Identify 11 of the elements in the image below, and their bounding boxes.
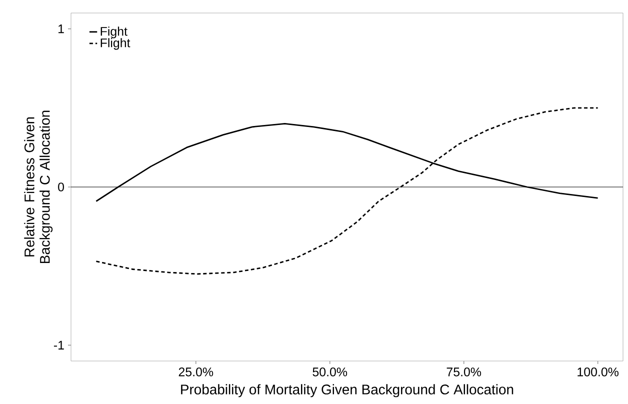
x-tick-label: 25.0% — [178, 368, 214, 376]
x-tick-label: 100.0% — [578, 368, 618, 376]
x-tick-label: 75.0% — [446, 368, 482, 376]
y-axis-title: Relative Fitness Given Background C Allocation — [24, 110, 53, 263]
legend-label: Flight — [100, 38, 130, 50]
legend-label: Fight — [100, 26, 128, 38]
x-axis-title: Probability of Mortality Given Background C Allocation — [181, 384, 514, 398]
x-tick-label: 50.0% — [312, 368, 348, 376]
y-tick-label: 0 — [58, 182, 64, 192]
y-tick-label: 1 — [58, 24, 64, 34]
y-tick-label: -1 — [54, 340, 64, 350]
